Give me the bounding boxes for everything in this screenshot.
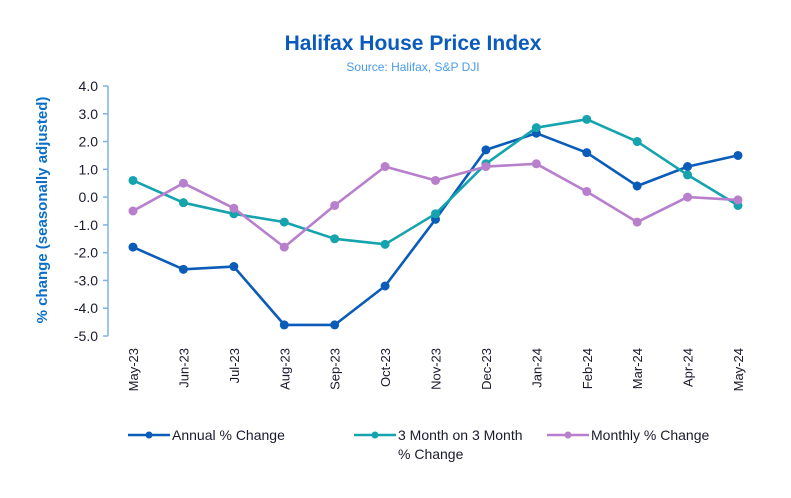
data-point [582,114,592,124]
data-point [128,242,138,252]
data-point [481,162,491,172]
data-point [279,320,289,330]
y-tick-label: -3.0 [74,272,98,288]
x-tick-label: Aug-23 [277,348,292,390]
y-tick-label: -2.0 [74,245,98,261]
legend-swatch-marker [371,431,379,439]
x-tick-label: Jul-23 [227,348,242,383]
y-tick-label: 3.0 [79,106,99,122]
data-point [632,137,642,147]
chart-subtitle: Source: Halifax, S&P DJI [346,60,479,74]
data-point [229,203,239,213]
legend-swatch-marker [145,431,153,439]
legend-label: Annual % Change [172,427,285,443]
data-point [178,264,188,274]
legend-label: 3 Month on 3 Month [398,427,523,443]
data-point [431,175,440,185]
y-axis: 4.0 3.0 2.0 1.0 0.0 -1.0 -2.0 -3.0 -4.0 -5.0 [74,78,109,344]
legend-item: Annual % Change [128,427,285,443]
data-point [279,217,289,227]
data-point [229,262,239,272]
y-axis-label: % change (seasonally adjusted) [34,97,51,324]
y-tick-label: 2.0 [79,134,99,150]
series-group [128,114,743,330]
y-tick-label: -5.0 [74,328,98,344]
y-tick-label: -4.0 [74,300,98,316]
data-point [380,281,390,291]
data-point [733,195,743,205]
x-tick-label: Sep-23 [328,348,343,390]
data-point [582,187,592,197]
x-tick-label: May-23 [126,348,141,391]
legend-item: 3 Month on 3 Month % Change [354,427,523,462]
x-tick-label: Oct-23 [378,348,393,387]
data-point [330,320,340,330]
x-tick-label: Jun-23 [176,348,191,388]
legend-label: Monthly % Change [591,427,710,443]
data-point [279,242,289,252]
legend-label: % Change [398,446,464,462]
x-axis: May-23 Jun-23 Jul-23 Aug-23 Sep-23 Oct-23 Nov-… [126,348,746,391]
x-tick-label: Dec-23 [479,348,494,390]
legend: Annual % Change 3 Month on 3 Month % Chang… [128,427,710,462]
data-point [178,178,188,188]
legend-item: Monthly % Change [547,427,710,443]
data-point [330,200,340,210]
series-1 [128,128,743,330]
data-point [330,234,340,244]
data-point [632,181,642,191]
chart-title: Halifax House Price Index [285,32,542,55]
data-point [380,239,390,249]
data-point [683,192,693,202]
series-2 [128,114,743,249]
series-line [132,131,739,327]
data-point [683,162,693,172]
data-point [683,170,693,180]
data-point [531,123,541,133]
data-point [178,198,188,208]
data-point [632,217,642,227]
series-3 [128,159,743,252]
data-point [380,162,390,172]
x-tick-label: Nov-23 [429,348,444,390]
x-tick-label: Feb-24 [580,348,595,389]
data-point [733,150,743,160]
data-point [431,209,440,219]
data-point [128,206,138,216]
x-tick-label: Apr-24 [681,348,696,387]
data-point [531,159,541,169]
y-tick-label: 4.0 [79,78,99,94]
y-tick-label: 1.0 [79,161,99,177]
y-tick-label: 0.0 [79,189,99,205]
data-point [481,145,491,155]
data-point [128,175,138,185]
legend-swatch-marker [564,431,572,439]
y-tick-label: -1.0 [74,217,98,233]
x-tick-label: May-24 [731,348,746,391]
data-point [582,148,592,158]
x-tick-label: Mar-24 [630,348,645,389]
x-tick-label: Jan-24 [529,348,544,388]
